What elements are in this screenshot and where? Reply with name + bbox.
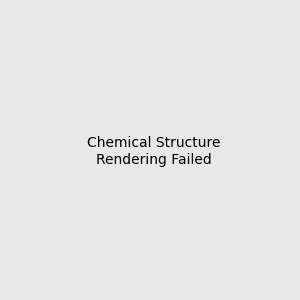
- Text: Chemical Structure
Rendering Failed: Chemical Structure Rendering Failed: [87, 136, 220, 166]
